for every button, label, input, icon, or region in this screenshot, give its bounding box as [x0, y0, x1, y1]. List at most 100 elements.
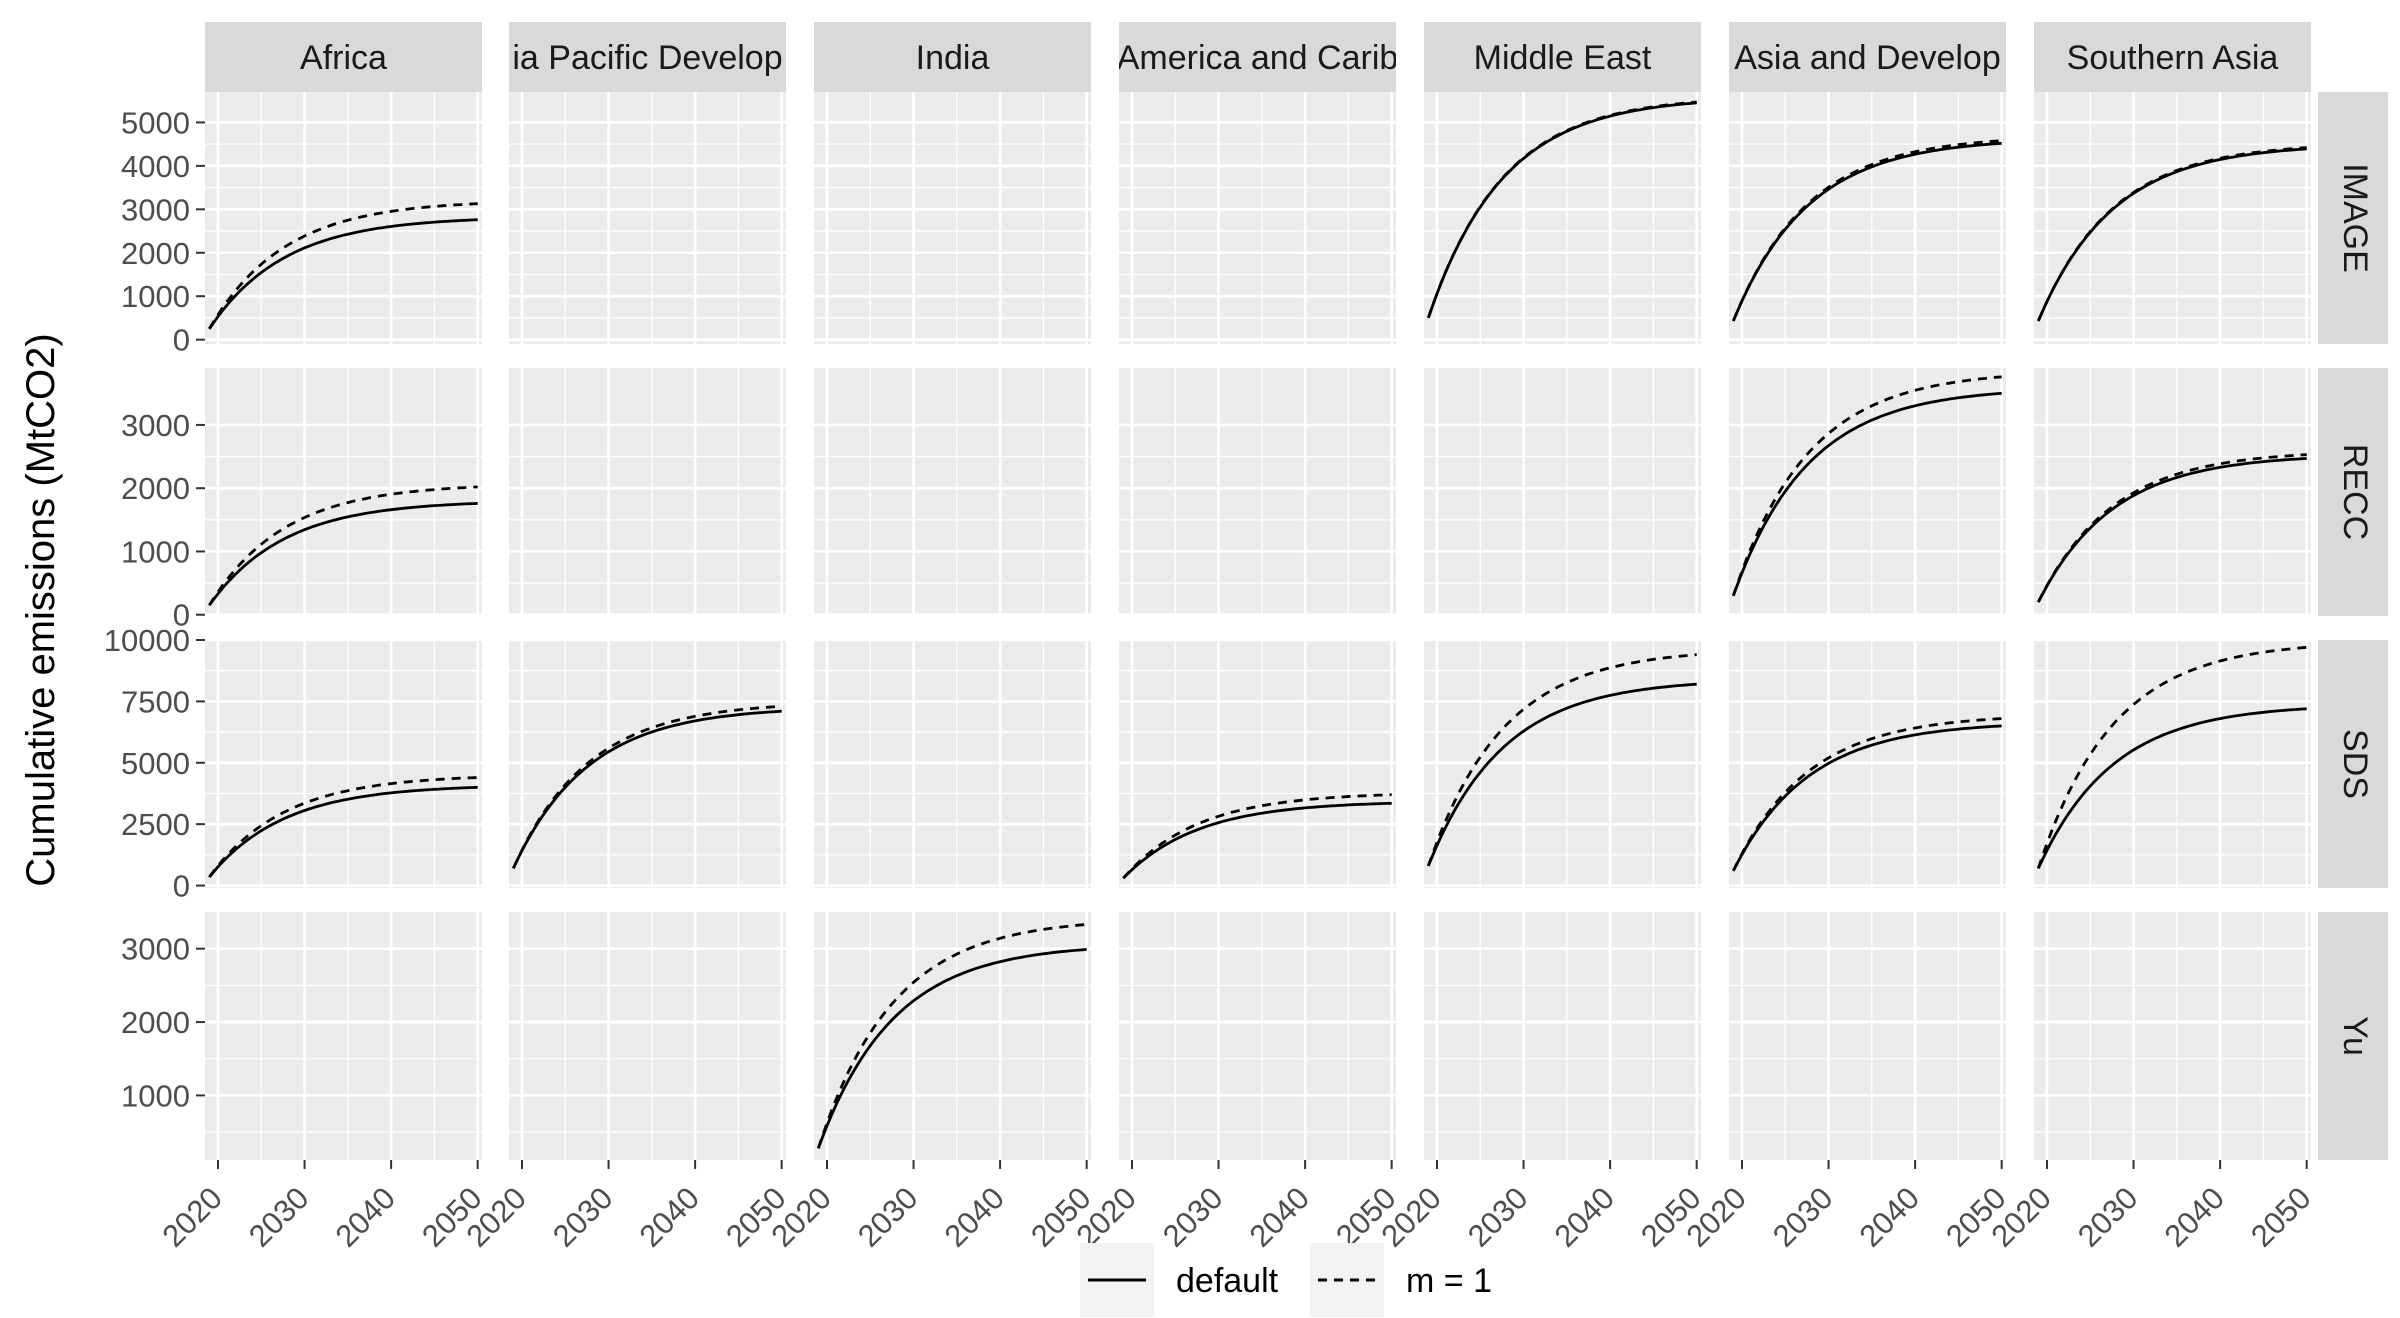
- column-strip-label: America and Carib: [1117, 39, 1399, 77]
- y-tick-label: 7500: [121, 684, 190, 719]
- y-tick-label: 1000: [121, 1078, 190, 1113]
- column-strip-background: [205, 22, 482, 92]
- column-strip-africa: Africa: [205, 22, 482, 92]
- y-tick-label: 2500: [121, 807, 190, 842]
- panel-yu-middle-east: [1424, 912, 1701, 1160]
- column-strip-label: India: [916, 39, 990, 77]
- column-strip-background: [2034, 22, 2311, 92]
- series-line-m1: [1732, 139, 2002, 322]
- series-line-m1: [2036, 646, 2307, 869]
- panel-sds-other-asia-and-developing-pacific: [1729, 638, 2006, 888]
- series-line-m1: [208, 485, 478, 606]
- panel-background: [509, 368, 786, 616]
- column-strip-label: ia Pacific Develop: [512, 39, 782, 77]
- y-tick-label: 1000: [121, 534, 190, 569]
- y-tick-label: 0: [173, 598, 190, 633]
- column-strip-background: [1119, 22, 1396, 92]
- row-strip-label: IMAGE: [2336, 163, 2374, 273]
- column-strip-asia-pacific-developed: ia Pacific Develop: [509, 22, 786, 92]
- panel-recc-other-asia-and-developing-pacific: [1729, 368, 2006, 617]
- series-line-m1: [1426, 653, 1697, 867]
- panel-background: [1729, 92, 2006, 344]
- series-line-default: [1732, 724, 2002, 872]
- row-strip-yu: Yu: [2318, 912, 2388, 1160]
- y-tick-label: 2000: [121, 471, 190, 506]
- panel-recc-india: [814, 368, 1091, 617]
- panel-image-latin-america-and-caribbean: [1119, 92, 1396, 344]
- x-tick-label: 2040: [329, 1180, 403, 1254]
- column-strip-india: India: [814, 22, 1091, 92]
- series-line-m1: [2037, 453, 2307, 603]
- x-tick-label: 2030: [242, 1180, 316, 1254]
- row-strip-background: [2318, 640, 2388, 888]
- series-line-m1: [208, 776, 478, 878]
- series-line-m1: [1122, 793, 1392, 880]
- row-strip-recc: RECC: [2318, 368, 2388, 616]
- y-tick-label: 2000: [121, 236, 190, 271]
- panel-yu-southern-asia: [2034, 912, 2311, 1160]
- x-tick-label: 2030: [1156, 1180, 1230, 1254]
- panel-background: [2034, 912, 2311, 1160]
- x-tick-label: 2040: [1548, 1180, 1622, 1254]
- column-strip-southern-asia: Southern Asia: [2034, 22, 2311, 92]
- y-tick-label: 0: [173, 323, 190, 358]
- panel-background: [1424, 92, 1701, 344]
- panel-background: [1119, 368, 1396, 616]
- row-strip-background: [2318, 912, 2388, 1160]
- x-tick-label: 2020: [155, 1180, 229, 1254]
- legend-entry-m-1: m = 1: [1310, 1243, 1492, 1317]
- column-strip-background: [509, 22, 786, 92]
- panel-background: [1729, 912, 2006, 1160]
- panel-background: [1424, 912, 1701, 1160]
- y-tick-label: 10000: [104, 623, 190, 658]
- legend-entry-default: default: [1080, 1243, 1279, 1317]
- panel-image-southern-asia: [2034, 92, 2311, 344]
- y-tick-label: 5000: [121, 746, 190, 781]
- panel-background: [814, 368, 1091, 616]
- x-tick-label: 2040: [2158, 1180, 2232, 1254]
- panel-recc-middle-east: [1424, 368, 1701, 617]
- panel-background: [1119, 912, 1396, 1160]
- x-tick-label: 2030: [1461, 1180, 1535, 1254]
- column-strip-middle-east: Middle East: [1424, 22, 1701, 92]
- panel-background: [1119, 92, 1396, 344]
- panel-yu-india: [814, 912, 1091, 1160]
- legend-label: default: [1176, 1262, 1279, 1300]
- series-line-default: [208, 218, 478, 330]
- y-tick-label: 3000: [121, 192, 190, 227]
- panel-recc-latin-america-and-caribbean: [1119, 368, 1396, 617]
- series-line-m1: [1426, 100, 1697, 319]
- column-strip-label: Asia and Develop: [1734, 39, 2001, 77]
- panel-background: [1424, 368, 1701, 616]
- panel-background: [2034, 92, 2311, 344]
- panel-background: [205, 92, 482, 344]
- column-strip-other-asia-and-developing-pacific: Asia and Develop: [1729, 22, 2006, 92]
- column-strip-label: Middle East: [1474, 39, 1652, 77]
- series-line-default: [208, 502, 478, 607]
- panel-sds-india: [814, 638, 1091, 888]
- x-tick-label: 2040: [633, 1180, 707, 1254]
- series-line-default: [2037, 147, 2307, 322]
- panel-image-other-asia-and-developing-pacific: [1729, 92, 2006, 344]
- panel-yu-asia-pacific-developed: [509, 912, 786, 1160]
- legend-label: m = 1: [1406, 1262, 1492, 1300]
- panel-background: [205, 368, 482, 616]
- column-strip-label: Southern Asia: [2067, 39, 2279, 77]
- series-line-default: [1427, 682, 1697, 867]
- panel-background: [509, 92, 786, 344]
- y-tick-label: 4000: [121, 149, 190, 184]
- row-strip-background: [2318, 92, 2388, 344]
- panel-background: [1729, 368, 2006, 616]
- column-strip-latin-america-and-caribbean: America and Carib: [1117, 22, 1399, 92]
- series-line-m1: [512, 704, 782, 869]
- row-strip-label: RECC: [2336, 444, 2374, 540]
- panel-sds-southern-asia: [2034, 638, 2311, 888]
- panel-sds-africa: [205, 638, 482, 888]
- x-tick-label: 2040: [1243, 1180, 1317, 1254]
- y-tick-label: 3000: [121, 932, 190, 967]
- column-strip-background: [1729, 22, 2006, 92]
- y-tick-label: 5000: [121, 105, 190, 140]
- series-line-default: [208, 785, 478, 878]
- panel-image-africa: [205, 92, 482, 344]
